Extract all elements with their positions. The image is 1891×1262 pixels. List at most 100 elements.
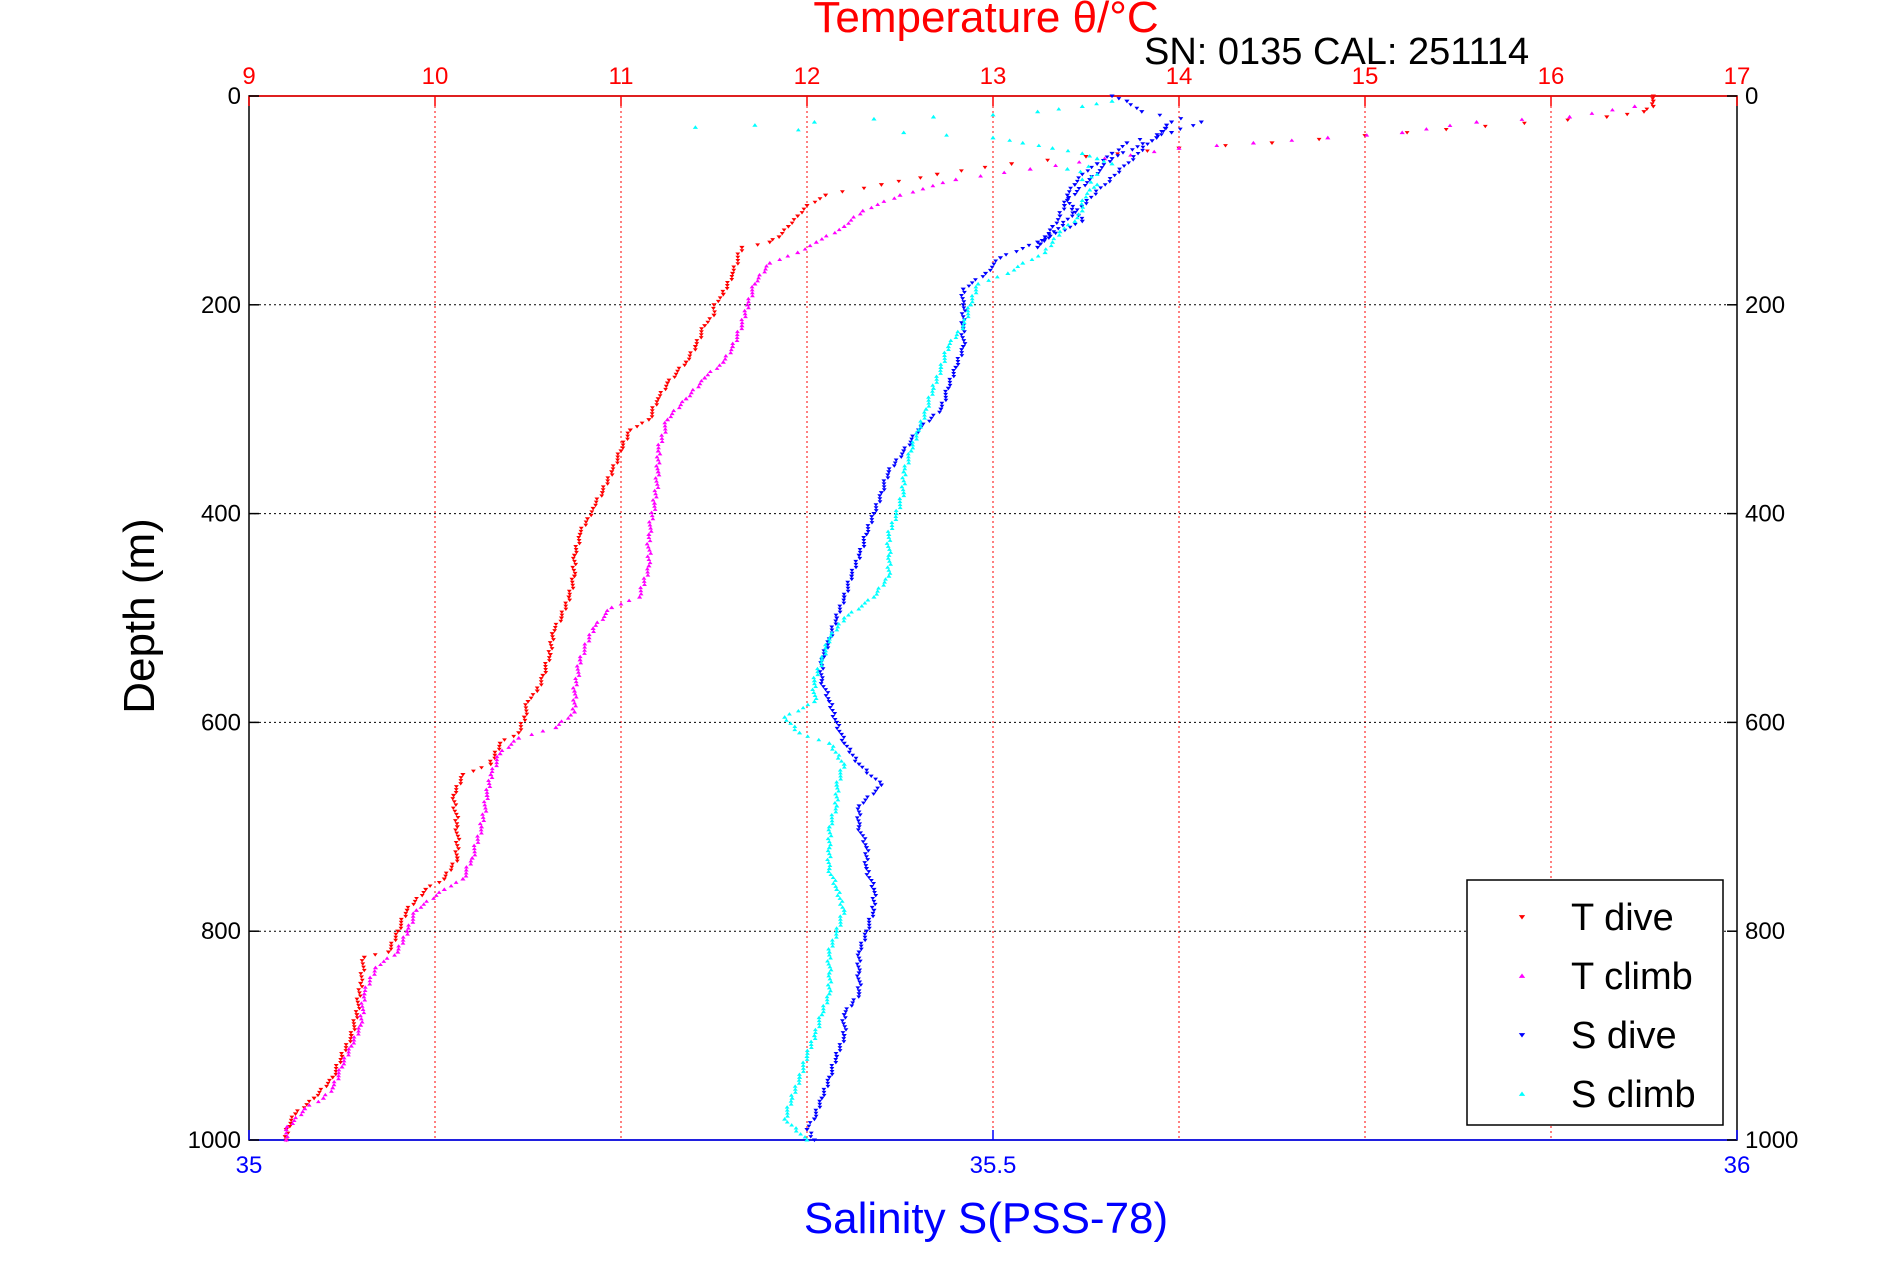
- data-point: [1399, 130, 1405, 135]
- data-point-interp: [339, 1052, 344, 1056]
- data-point-interp: [824, 994, 830, 999]
- data-point: [739, 245, 745, 250]
- data-point-interp: [966, 284, 972, 288]
- data-point-interp: [576, 536, 582, 540]
- data-point: [953, 177, 959, 182]
- data-point-interp: [566, 589, 572, 594]
- data-point-interp: [663, 430, 668, 434]
- data-point-interp: [692, 348, 698, 352]
- data-point-interp: [813, 1114, 819, 1119]
- data-point-interp: [812, 693, 818, 697]
- data-point-interp: [833, 809, 839, 814]
- data-point-interp: [800, 1066, 806, 1070]
- data-point-interp: [523, 709, 529, 713]
- data-point-interp: [348, 1040, 353, 1044]
- data-point-interp: [601, 614, 607, 618]
- data-point-interp: [699, 327, 704, 331]
- data-point-interp: [1061, 226, 1067, 230]
- data-point-interp: [348, 1031, 354, 1035]
- data-point-interp: [784, 718, 789, 722]
- data-point: [302, 1106, 308, 1111]
- data-point-interp: [1116, 97, 1122, 101]
- data-point-interp: [833, 792, 838, 796]
- data-point-interp: [454, 844, 460, 848]
- data-point: [549, 632, 555, 636]
- data-point-interp: [1083, 202, 1089, 206]
- data-point-interp: [869, 515, 875, 519]
- data-point-interp: [838, 923, 844, 927]
- data-point-interp: [654, 463, 659, 468]
- data-point-interp: [860, 834, 866, 838]
- data-point: [311, 1096, 317, 1101]
- data-point-interp: [889, 526, 895, 530]
- data-point-interp: [965, 305, 971, 310]
- data-point-interp: [862, 935, 868, 940]
- data-point-interp: [393, 935, 399, 940]
- y-axis-label: Depth (m): [115, 518, 164, 714]
- data-point-interp: [856, 977, 861, 981]
- data-point-interp: [829, 938, 835, 942]
- data-point-interp: [675, 369, 680, 374]
- data-point-interp: [823, 645, 828, 650]
- data-point-interp: [574, 682, 580, 687]
- data-point: [811, 678, 818, 683]
- data-point: [1650, 99, 1656, 104]
- data-point-interp: [828, 633, 834, 638]
- data-point-interp: [456, 837, 462, 842]
- data-point-interp: [899, 484, 905, 489]
- data-point-interp: [937, 410, 942, 415]
- data-point: [826, 741, 832, 745]
- data-point: [767, 240, 773, 245]
- data-point-interp: [641, 579, 647, 583]
- data-point-interp: [454, 812, 459, 817]
- data-point: [886, 470, 892, 474]
- data-point-interp: [755, 279, 761, 283]
- data-point-interp: [943, 398, 949, 403]
- data-point-interp: [861, 539, 867, 543]
- data-point: [577, 657, 583, 662]
- data-point-interp: [502, 738, 507, 742]
- data-point-interp: [1145, 149, 1150, 153]
- data-point-interp: [1082, 184, 1088, 188]
- data-point-interp: [511, 739, 517, 743]
- data-point-interp: [1154, 133, 1160, 137]
- data-point-interp: [508, 742, 514, 746]
- data-point-interp: [837, 914, 843, 918]
- data-point: [609, 605, 615, 610]
- data-point-interp: [856, 607, 862, 611]
- data-point-interp: [453, 803, 459, 807]
- data-point-interp: [388, 947, 394, 952]
- data-point: [354, 1013, 360, 1017]
- data-point-interp: [361, 965, 366, 970]
- data-point-interp: [857, 547, 863, 552]
- data-point-interp: [1065, 217, 1071, 222]
- data-point-interp: [679, 399, 685, 404]
- data-point-interp: [839, 738, 845, 743]
- data-point-interp: [656, 445, 661, 450]
- data-point-interp: [793, 1090, 798, 1094]
- data-point-interp: [746, 305, 751, 310]
- data-point: [441, 877, 447, 882]
- data-point-interp: [828, 968, 834, 972]
- data-point-interp: [838, 920, 843, 924]
- data-point-interp: [873, 893, 879, 898]
- data-point-interp: [406, 926, 411, 930]
- data-point-interp: [837, 1046, 843, 1050]
- data-point-interp: [918, 425, 924, 429]
- data-point-interp: [1589, 111, 1595, 115]
- data-point-interp: [839, 899, 845, 903]
- data-point: [1064, 198, 1070, 203]
- data-point: [841, 224, 847, 229]
- data-point: [1049, 240, 1056, 244]
- data-point-interp: [734, 332, 740, 337]
- data-point-interp: [372, 969, 378, 973]
- data-point: [826, 699, 832, 704]
- data-point-interp: [829, 628, 835, 632]
- data-point-interp: [926, 395, 931, 399]
- data-point-interp: [1035, 254, 1041, 258]
- data-point-interp: [845, 580, 851, 585]
- data-point-interp: [697, 381, 703, 386]
- data-point-interp: [649, 510, 655, 514]
- data-point-interp: [961, 339, 967, 343]
- data-point-interp: [518, 725, 524, 729]
